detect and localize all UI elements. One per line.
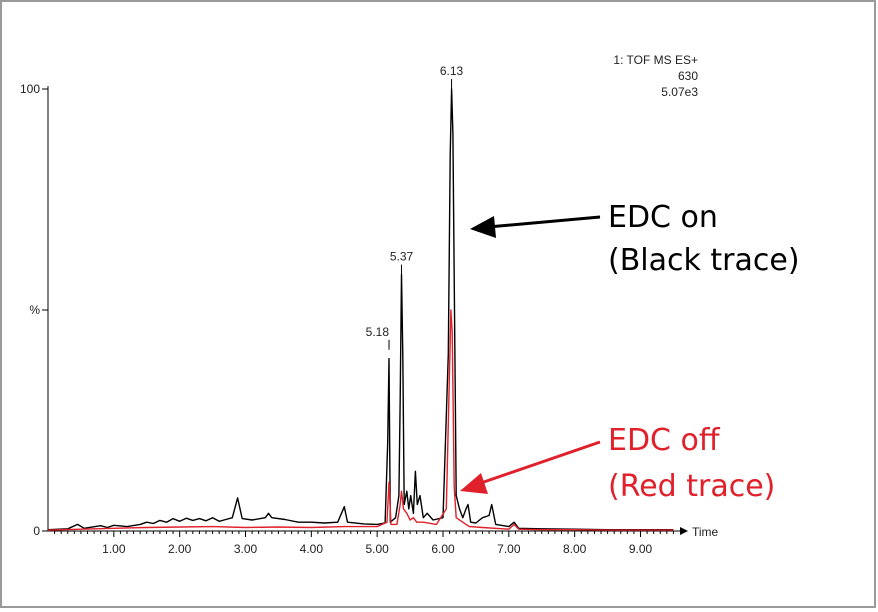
- header-line-3: 5.07e3: [661, 85, 698, 99]
- traces: [47, 88, 674, 531]
- arrow-edc-on: [470, 215, 601, 238]
- x-axis-label: Time: [692, 525, 719, 539]
- x-tick-label: 7.00: [497, 542, 521, 556]
- annotation-edc-on-line1: EDC on: [608, 200, 718, 235]
- x-tick-label: 6.00: [431, 542, 455, 556]
- trace-red: [47, 309, 674, 531]
- peak-labels: 5.18 5.37 6.13: [366, 64, 464, 350]
- peak-label: 6.13: [440, 64, 464, 78]
- y-tick-label-100: 100: [20, 82, 40, 96]
- x-tick-label: 4.00: [300, 542, 324, 556]
- peak-label: 5.37: [390, 250, 414, 264]
- y-axis-label: %: [29, 303, 40, 317]
- peak-label: 5.18: [366, 325, 390, 339]
- x-tick-label: 5.00: [365, 542, 389, 556]
- x-axis-arrowhead: [680, 527, 688, 535]
- trace-black: [47, 88, 674, 531]
- header-line-2: 630: [678, 69, 698, 83]
- header-line-1: 1: TOF MS ES+: [613, 53, 698, 67]
- annotation-edc-on-line2: (Black trace): [608, 243, 800, 278]
- annotation-edc-off-line1: EDC off: [608, 423, 721, 458]
- x-ticks: 1.00 2.00 3.00 4.00 5.00 6.00 7.00 8.00 9.00: [54, 531, 674, 556]
- x-tick-label: 2.00: [168, 542, 192, 556]
- arrow-edc-off: [460, 440, 601, 494]
- x-tick-label: 3.00: [234, 542, 258, 556]
- annotation-edc-off-line2: (Red trace): [608, 469, 775, 504]
- y-tick-label-0: 0: [33, 524, 40, 538]
- x-tick-label: 1.00: [102, 542, 126, 556]
- x-tick-label: 8.00: [563, 542, 587, 556]
- x-tick-label: 9.00: [629, 542, 653, 556]
